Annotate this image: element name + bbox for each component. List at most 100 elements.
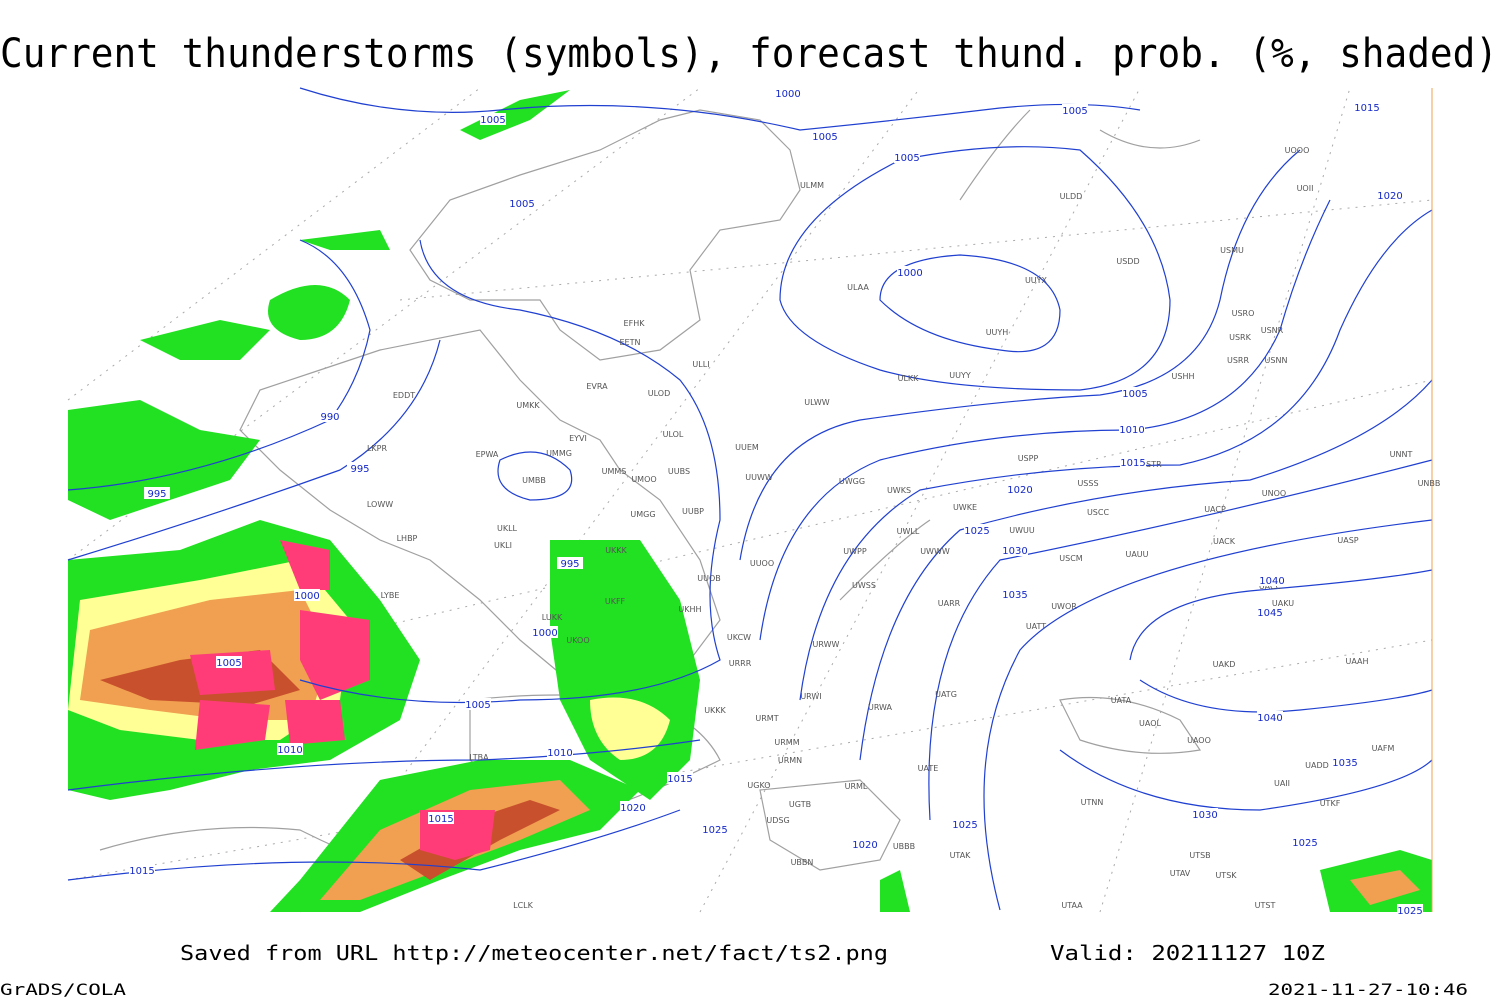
isobar-label-bg <box>428 812 454 824</box>
station-code: UACC <box>1259 582 1282 591</box>
isobar-label-bg <box>812 130 838 142</box>
station-code: UAOO <box>1187 736 1211 745</box>
isobar-label-bg <box>1119 423 1145 435</box>
isobar-label: 1015 <box>1120 458 1145 469</box>
isobar-label-bg <box>557 557 583 569</box>
station-code: UACP <box>1204 505 1226 514</box>
station-code: UWPP <box>843 547 867 556</box>
isobar-label-bg <box>294 589 320 601</box>
station-code: ULWW <box>804 398 829 407</box>
station-code: UUWW <box>745 473 773 482</box>
station-code: UARR <box>938 599 961 608</box>
isobar-label: 1035 <box>1332 758 1357 769</box>
isobar-label-bg <box>952 818 978 830</box>
isobar-label: 1000 <box>532 628 557 639</box>
station-code: USHH <box>1172 372 1195 381</box>
station-code: UWWW <box>920 547 950 556</box>
isobar-label-bg <box>347 462 373 474</box>
isobar-label-bg <box>465 698 491 710</box>
station-code: URRR <box>729 659 752 668</box>
station-code: ULMM <box>800 181 824 190</box>
isobar-label: 1020 <box>1007 485 1032 496</box>
station-code: UUOB <box>697 574 721 583</box>
station-code: USTR <box>1140 460 1162 469</box>
isobar-label: 1020 <box>1377 191 1402 202</box>
isobar-label: 1005 <box>465 700 490 711</box>
station-code: UTAK <box>950 851 972 860</box>
isobar-label: 1005 <box>894 153 919 164</box>
isobar-label-bg <box>1354 101 1380 113</box>
source-url: Saved from URL http://meteocenter.net/fa… <box>180 941 888 965</box>
station-code: UAKU <box>1272 599 1294 608</box>
isobar-label-bg <box>620 801 646 813</box>
station-code: URML <box>845 782 868 791</box>
station-code: EFHK <box>624 319 646 328</box>
station-code: LCLK <box>513 901 534 910</box>
timestamp: 2021-11-27-10:46 <box>1268 980 1468 999</box>
isobar-label-bg <box>129 864 155 876</box>
station-code: LTBA <box>469 753 489 762</box>
isobar-label-bg <box>1192 808 1218 820</box>
station-code: ULAA <box>847 283 869 292</box>
station-code: UWKE <box>953 503 977 512</box>
isobar-label: 1000 <box>897 268 922 279</box>
station-code: UUEM <box>735 443 759 452</box>
station-code: USRO <box>1232 309 1255 318</box>
isobar-label-bg <box>1122 387 1148 399</box>
station-code: UBBN <box>791 858 814 867</box>
station-code: UATE <box>918 764 939 773</box>
isobar-label: 1020 <box>620 803 645 814</box>
isobar-label-bg <box>317 410 343 422</box>
station-code: UKKK <box>704 706 726 715</box>
isobar-label-bg <box>1002 588 1028 600</box>
isobar-label-bg <box>1397 904 1423 916</box>
station-code: UTAA <box>1061 901 1083 910</box>
isobar-label: 1010 <box>547 748 572 759</box>
isobar-label: 1005 <box>216 658 241 669</box>
station-code: EVRA <box>586 382 608 391</box>
station-code: UKLL <box>497 524 518 533</box>
station-code: UGTB <box>789 800 811 809</box>
isobar-label-bg <box>277 743 303 755</box>
station-code: UTNN <box>1081 798 1104 807</box>
labels: ULMM ULDD UOOO UOII USDD USMU ULAA UUYX USRO USRK… <box>129 87 1440 917</box>
isobar-label-bg <box>702 823 728 835</box>
isobar-label: 1015 <box>667 774 692 785</box>
isobar-label-bg <box>667 772 693 784</box>
station-code: UTKF <box>1320 799 1341 808</box>
isobar-label-bg <box>1259 574 1285 586</box>
isobar-label-bg <box>1062 104 1088 116</box>
isobar-label: 1030 <box>1192 810 1217 821</box>
station-code: UAII <box>1274 779 1290 788</box>
isobar-label: 1025 <box>1292 838 1317 849</box>
isobar-label: 1015 <box>129 866 154 877</box>
station-code: URWA <box>868 703 893 712</box>
station-code: ULOL <box>663 430 684 439</box>
station-code: EYVI <box>569 434 587 443</box>
isobars <box>67 87 1433 911</box>
station-code: UACK <box>1213 537 1236 546</box>
isobar-label-bg <box>964 524 990 536</box>
station-code: UKKK <box>605 546 627 555</box>
station-code: USNR <box>1261 326 1284 335</box>
software: GrADS/COLA <box>0 980 126 999</box>
isobar-label: 1020 <box>852 840 877 851</box>
isobar-label-bg <box>1007 483 1033 495</box>
map-title: Current thunderstorms (symbols), forecas… <box>0 31 1498 77</box>
isobar-label-bg <box>1257 606 1283 618</box>
isobar-label-bg <box>1332 756 1358 768</box>
station-code: URWI <box>800 692 821 701</box>
isobar-label: 1005 <box>1122 389 1147 400</box>
station-code: USSS <box>1077 479 1098 488</box>
station-code: UWKS <box>887 486 911 495</box>
isobar-label: 990 <box>320 412 339 423</box>
station-code: UUOO <box>750 559 774 568</box>
station-code: UBBB <box>893 842 915 851</box>
isobar-label: 1035 <box>1002 590 1027 601</box>
station-code: UNOO <box>1262 489 1286 498</box>
station-code: UKOO <box>566 636 589 645</box>
station-code: UMGG <box>630 510 655 519</box>
isobar-label: 995 <box>350 464 369 475</box>
station-code: UWUU <box>1009 526 1035 535</box>
station-code: UADD <box>1305 761 1329 770</box>
